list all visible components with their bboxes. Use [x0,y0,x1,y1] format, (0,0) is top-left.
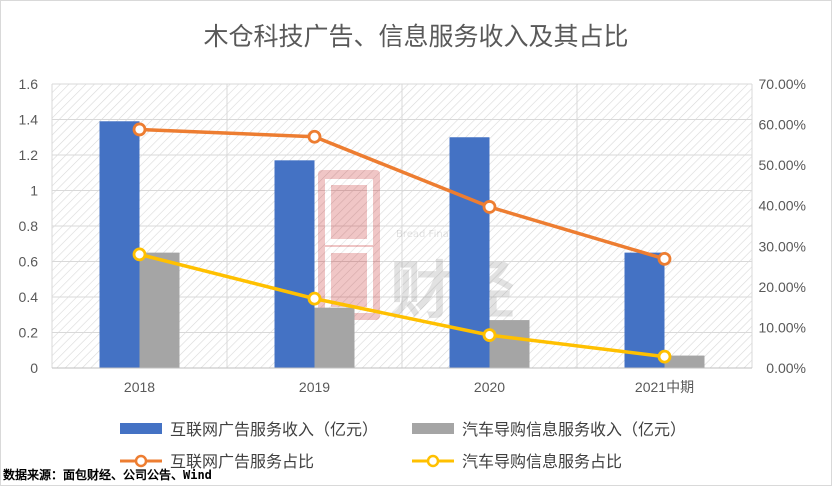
y-left-tick-label: 1.2 [19,147,39,163]
y-right-tick-label: 50.00% [759,157,806,173]
legend-swatch-guide-revenue [412,423,454,434]
bar-guide-revenue [314,307,355,368]
legend-label-guide-share: 汽车导购信息服务占比 [462,452,622,471]
line-guide-share [139,252,665,359]
x-tick-label: 2021中期 [635,379,694,395]
bar-ad-revenue [274,160,315,368]
y-left-tick-label: 1.6 [19,76,39,92]
x-tick-label: 2019 [299,379,330,395]
x-tick-label: 2018 [124,379,155,395]
line-ad-share [139,127,665,261]
point-ad-share [132,122,147,137]
bar-guide-revenue [489,320,530,368]
chart-title: 木仓科技广告、信息服务收入及其占比 [203,22,628,51]
point-ad-share [307,129,322,144]
y-right-tick-label: 20.00% [759,279,806,295]
y-right-tick-label: 60.00% [759,117,806,133]
y-right-tick-label: 0.00% [766,360,806,376]
y-left-tick-label: 0.4 [19,289,39,305]
watermark-sub: Bread Finance [396,229,467,240]
point-ad-share [657,251,672,266]
legend-marker-guide-share [426,454,440,468]
y-right-tick-label: 40.00% [759,198,806,214]
y-left-tick-label: 0.2 [19,325,39,341]
y-right-tick-label: 10.00% [759,319,806,335]
legend: 互联网广告服务收入（亿元） 汽车导购信息服务收入（亿元） 互联网广告服务占比 汽… [120,420,686,471]
y-left-tick-label: 1 [30,183,38,199]
legend-label-ad-share: 互联网广告服务占比 [170,452,314,471]
y-right-tick-label: 70.00% [759,76,806,92]
legend-marker-ad-share [134,454,148,468]
y-left-tick-label: 0.6 [19,254,39,270]
bars [99,121,705,369]
lines [132,122,672,364]
bar-ad-revenue [99,121,140,369]
axes: 0 0.2 0.4 0.6 0.8 1 1.2 1.4 1.6 0.00% 10.00% 20.00%… [19,76,806,395]
y-left-tick-label: 0 [30,360,38,376]
source-note: 数据来源：面包财经、公司公告、Wind [3,467,212,482]
legend-label-ad-revenue: 互联网广告服务收入（亿元） [170,420,378,439]
y-left-tick-label: 1.4 [19,112,39,128]
watermark-logo-icon [318,170,380,320]
y-left-tick-label: 0.8 [19,218,39,234]
point-guide-share [307,291,322,306]
bar-ad-revenue [624,252,665,368]
point-guide-share [482,328,497,343]
y-right-tick-label: 30.00% [759,238,806,254]
legend-label-guide-revenue: 汽车导购信息服务收入（亿元） [462,420,686,439]
x-tick-label: 2020 [474,379,505,395]
point-guide-share [132,247,147,262]
bar-guide-revenue [139,252,180,368]
point-ad-share [482,200,497,214]
bar-guide-revenue [664,355,705,368]
legend-swatch-ad-revenue [120,423,162,434]
point-guide-share [657,349,672,364]
